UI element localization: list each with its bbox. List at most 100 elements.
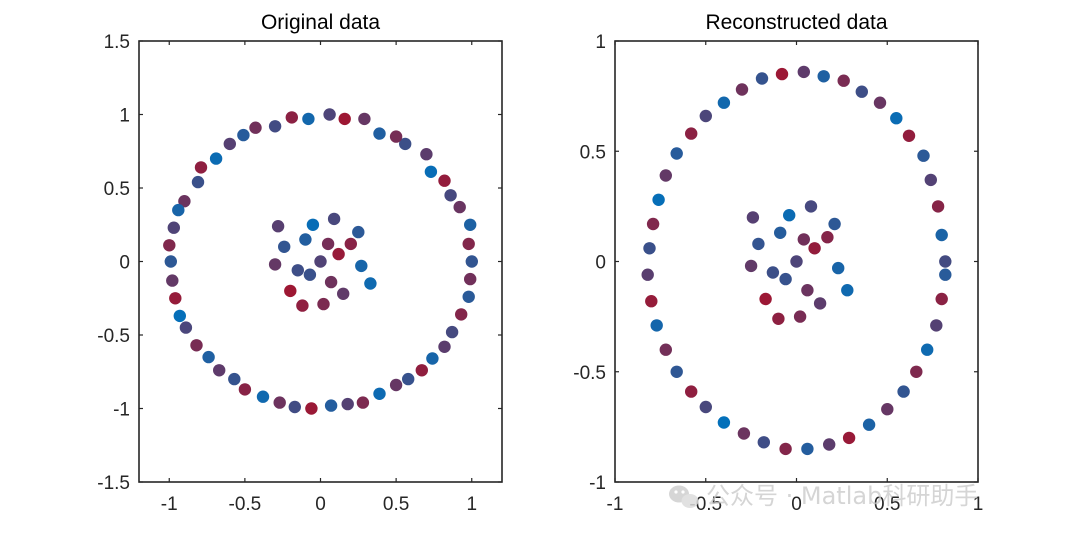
scatter-point-cluster-8	[752, 237, 765, 251]
scatter-point-cluster-0	[314, 255, 327, 268]
scatter-point-cluster-10	[355, 259, 368, 273]
scatter-point-ring-34	[801, 442, 814, 456]
scatter-point-ring-51	[455, 308, 468, 321]
scatter-point-ring-20	[209, 152, 223, 165]
scatter-point-ring-39	[897, 385, 910, 398]
scatter-point-ring-12	[775, 67, 789, 81]
scatter-point-ring-33	[779, 442, 792, 456]
y-tick-label: -1.5	[97, 473, 130, 494]
scatter-point-ring-14	[302, 112, 315, 126]
scatter-point-ring-24	[172, 203, 185, 217]
scatter-point-ring-15	[285, 111, 298, 124]
scatter-point-cluster-16	[841, 284, 854, 297]
scatter-point-ring-43	[935, 292, 948, 306]
scatter-point-ring-19	[659, 169, 672, 182]
scatter-point-ring-48	[426, 352, 439, 365]
scatter-point-ring-23	[641, 268, 654, 281]
scatter-points-original	[163, 108, 478, 415]
scatter-point-ring-32	[190, 339, 203, 352]
scatter-point-cluster-3	[324, 275, 338, 289]
scatter-point-cluster-11	[284, 284, 297, 298]
scatter-point-ring-36	[842, 431, 856, 445]
scatter-point-ring-28	[685, 385, 698, 398]
scatter-point-cluster-9	[317, 297, 330, 311]
scatter-point-ring-2	[931, 200, 945, 213]
scatter-point-cluster-19	[303, 268, 317, 281]
y-tick-label: 0.5	[104, 179, 130, 200]
scatter-point-ring-33	[202, 350, 215, 364]
scatter-point-ring-25	[167, 221, 180, 234]
scatter-point-ring-40	[305, 402, 318, 415]
scatter-point-ring-8	[399, 137, 412, 151]
scatter-point-ring-21	[646, 217, 660, 231]
x-tick-label: 0.5	[383, 494, 409, 515]
scatter-point-ring-16	[268, 120, 282, 133]
scatter-point-cluster-8	[278, 240, 291, 253]
scatter-point-ring-31	[737, 427, 751, 440]
y-axis-reconstructed: -1 -0.5 0 0.5 1	[573, 32, 978, 494]
x-tick-label: -0.5	[229, 494, 262, 515]
scatter-point-ring-44	[939, 268, 952, 281]
x-tick-label: 0	[791, 494, 802, 515]
scatter-point-ring-21	[194, 161, 208, 174]
y-tick-label: 0	[595, 253, 606, 274]
scatter-point-cluster-14	[352, 225, 365, 239]
scatter-point-ring-3	[453, 200, 466, 214]
scatter-point-ring-40	[910, 365, 923, 378]
scatter-point-cluster-2	[774, 226, 787, 239]
scatter-point-cluster-13	[744, 259, 758, 273]
scatter-point-ring-9	[389, 130, 403, 143]
y-tick-label: 0	[119, 253, 130, 274]
scatter-point-ring-19	[223, 137, 236, 151]
scatter-point-ring-9	[837, 74, 850, 87]
scatter-point-ring-13	[755, 72, 769, 85]
scatter-point-cluster-7	[337, 287, 350, 300]
scatter-point-ring-44	[373, 387, 386, 400]
scatter-point-cluster-14	[828, 217, 841, 231]
scatter-point-ring-42	[930, 319, 943, 332]
scatter-point-ring-18	[670, 147, 683, 160]
scatter-point-ring-14	[735, 83, 749, 96]
scatter-point-cluster-4	[766, 266, 780, 279]
scatter-point-ring-30	[717, 416, 731, 429]
x-tick-label: 0	[315, 494, 326, 515]
scatter-point-cluster-2	[299, 233, 312, 246]
scatter-point-ring-50	[445, 325, 459, 339]
scatter-point-cluster-18	[797, 233, 810, 246]
scatter-point-cluster-15	[296, 299, 309, 312]
scatter-point-ring-1	[462, 237, 475, 251]
scatter-point-ring-47	[415, 364, 428, 377]
scatter-points-reconstructed	[641, 65, 952, 456]
x-tick-label: 1	[973, 494, 984, 515]
scatter-point-cluster-19	[779, 272, 792, 286]
scatter-point-cluster-9	[793, 310, 807, 323]
scatter-point-ring-29	[169, 292, 182, 305]
scatter-point-ring-2	[464, 218, 477, 231]
scatter-point-ring-3	[924, 173, 937, 187]
scatter-point-ring-30	[173, 309, 186, 323]
scatter-point-ring-18	[237, 128, 250, 142]
scatter-point-ring-25	[650, 319, 663, 332]
scatter-point-ring-22	[643, 242, 656, 255]
wechat-icon	[669, 485, 699, 508]
y-tick-label: -0.5	[97, 326, 130, 347]
y-axis-original: -1.5 -1 -0.5 0 0.5 1 1.5	[97, 32, 502, 494]
scatter-point-cluster-4	[291, 264, 304, 277]
scatter-point-ring-17	[249, 121, 262, 134]
scatter-point-cluster-7	[813, 297, 827, 310]
scatter-point-ring-49	[438, 340, 451, 353]
scatter-point-ring-11	[358, 112, 371, 126]
scatter-point-cluster-11	[759, 292, 772, 306]
scatter-point-ring-45	[389, 378, 403, 392]
scatter-point-cluster-17	[746, 211, 760, 224]
scatter-point-ring-10	[817, 70, 830, 83]
axes-reconstructed-data: Reconstructed data -1 -0.5 0 0.5 1 -1 -0.5 0 0.…	[573, 11, 983, 515]
scatter-point-ring-41	[921, 343, 934, 356]
scatter-point-ring-8	[855, 85, 868, 98]
x-tick-label: -1	[607, 494, 624, 515]
scatter-point-ring-42	[341, 397, 354, 411]
x-tick-label: 0.5	[874, 494, 900, 515]
scatter-point-ring-4	[917, 149, 930, 162]
